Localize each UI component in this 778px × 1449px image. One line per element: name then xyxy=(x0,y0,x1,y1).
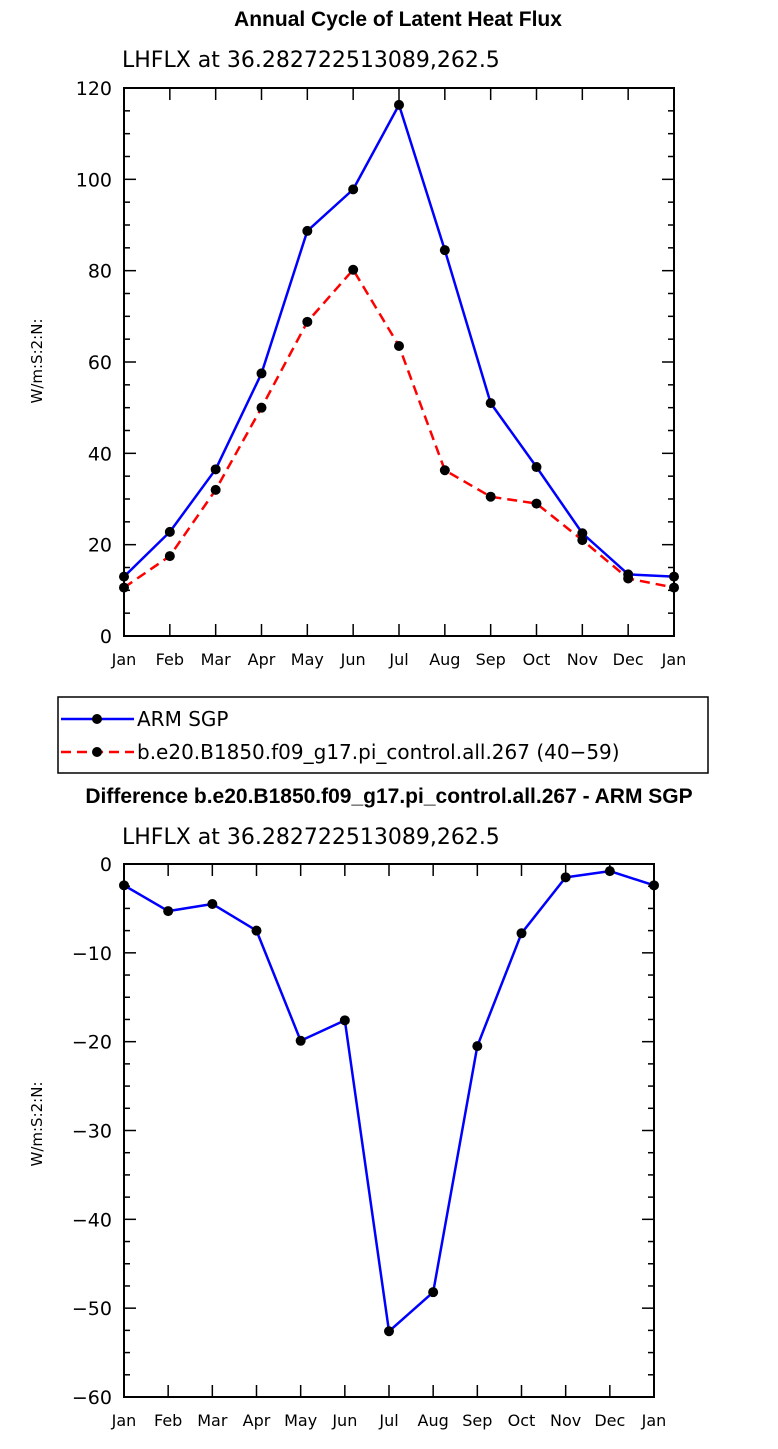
data-point xyxy=(295,1035,306,1046)
y-tick-label: −10 xyxy=(72,943,112,965)
x-tick-label: Sep xyxy=(462,1411,492,1430)
x-tick-label: Dec xyxy=(613,650,644,669)
legend-swatch-marker xyxy=(92,747,102,757)
x-tick-label: Sep xyxy=(476,650,506,669)
x-tick-label: Mar xyxy=(197,1411,228,1430)
y-tick-label: 100 xyxy=(76,169,112,191)
x-tick-label: Nov xyxy=(567,650,598,669)
y-tick-label: −40 xyxy=(72,1209,112,1231)
y-tick-label: −30 xyxy=(72,1121,112,1143)
data-point xyxy=(485,398,496,409)
data-point xyxy=(485,491,496,502)
data-point xyxy=(394,341,404,352)
chart-title: Difference b.e20.B1850.f09_g17.pi_contro… xyxy=(85,785,692,808)
x-tick-label: Jan xyxy=(641,1411,667,1430)
data-point xyxy=(577,528,588,539)
data-point xyxy=(348,184,359,195)
y-axis-label: W/m:S:2:N: xyxy=(28,1082,46,1167)
legend-item-arm-sgp: ARM SGP xyxy=(61,707,228,731)
data-point xyxy=(163,906,174,917)
data-point xyxy=(164,551,175,562)
data-point xyxy=(207,898,218,909)
x-tick-label: Dec xyxy=(594,1411,625,1430)
data-point xyxy=(256,368,267,379)
x-tick-label: Oct xyxy=(523,650,551,669)
y-tick-label: −20 xyxy=(72,1032,112,1054)
x-tick-label: Jun xyxy=(331,1411,357,1430)
chart-subtitle: LHFLX at 36.282722513089,262.5 xyxy=(122,48,500,73)
y-tick-label: 60 xyxy=(88,352,112,374)
data-point xyxy=(302,316,313,327)
x-tick-label: Apr xyxy=(248,650,276,669)
legend-item-model: b.e20.B1850.f09_g17.pi_control.all.267 (… xyxy=(61,740,620,764)
plot-frame xyxy=(123,863,655,1398)
series-line-1 xyxy=(123,869,655,1333)
data-point xyxy=(428,1287,439,1298)
x-tick-label: Jul xyxy=(388,650,408,669)
data-point xyxy=(302,225,313,236)
data-point xyxy=(472,1041,483,1052)
data-point xyxy=(164,526,175,537)
data-point xyxy=(394,99,404,110)
legend-box xyxy=(57,696,709,774)
x-tick-label: May xyxy=(284,1411,317,1430)
chart-title: Annual Cycle of Latent Heat Flux xyxy=(234,8,562,31)
y-tick-label: −50 xyxy=(72,1298,112,1320)
y-tick-label: −60 xyxy=(72,1387,112,1409)
y-tick-label: 0 xyxy=(100,626,112,648)
data-point xyxy=(439,465,450,476)
x-tick-label: Jan xyxy=(661,650,687,669)
x-tick-label: Feb xyxy=(154,1411,182,1430)
x-tick-label: Oct xyxy=(508,1411,536,1430)
data-point xyxy=(439,245,450,256)
data-point xyxy=(348,264,359,275)
series-line-1 xyxy=(123,103,675,578)
data-point xyxy=(339,1015,350,1026)
x-tick-label: Jan xyxy=(111,1411,137,1430)
difference-panel: Difference b.e20.B1850.f09_g17.pi_contro… xyxy=(28,785,693,1430)
legend-swatch-marker xyxy=(92,714,102,724)
legend-label: b.e20.B1850.f09_g17.pi_control.all.267 (… xyxy=(137,740,620,764)
data-point xyxy=(560,872,571,883)
y-tick-label: 40 xyxy=(88,443,112,465)
x-tick-label: Mar xyxy=(201,650,232,669)
y-tick-label: 120 xyxy=(76,78,112,100)
data-point xyxy=(577,535,588,546)
data-point xyxy=(256,402,267,413)
data-point xyxy=(210,484,221,495)
plot-frame xyxy=(123,87,675,637)
x-tick-label: Nov xyxy=(550,1411,581,1430)
chart-subtitle: LHFLX at 36.282722513089,262.5 xyxy=(122,825,500,850)
data-point xyxy=(251,925,262,936)
annual-cycle-panel: Annual Cycle of Latent Heat Flux LHFLX a… xyxy=(28,8,686,669)
x-tick-label: Apr xyxy=(243,1411,271,1430)
x-tick-label: Jan xyxy=(111,650,137,669)
data-point xyxy=(531,462,542,473)
x-tick-label: Jul xyxy=(378,1411,398,1430)
y-tick-label: 0 xyxy=(100,854,112,876)
y-axis-label: W/m:S:2:N: xyxy=(28,319,46,404)
data-point xyxy=(531,498,542,509)
legend: ARM SGP b.e20.B1850.f09_g17.pi_control.a… xyxy=(57,696,709,774)
data-point xyxy=(516,928,527,939)
x-tick-label: Jun xyxy=(340,650,366,669)
x-tick-label: Aug xyxy=(418,1411,449,1430)
y-tick-label: 80 xyxy=(88,261,112,283)
x-tick-label: Aug xyxy=(429,650,460,669)
data-point xyxy=(384,1326,394,1337)
x-tick-label: May xyxy=(291,650,324,669)
legend-label: ARM SGP xyxy=(137,707,228,731)
y-tick-label: 20 xyxy=(88,535,112,557)
data-point xyxy=(210,464,221,475)
data-point xyxy=(623,573,634,584)
x-tick-label: Feb xyxy=(156,650,184,669)
